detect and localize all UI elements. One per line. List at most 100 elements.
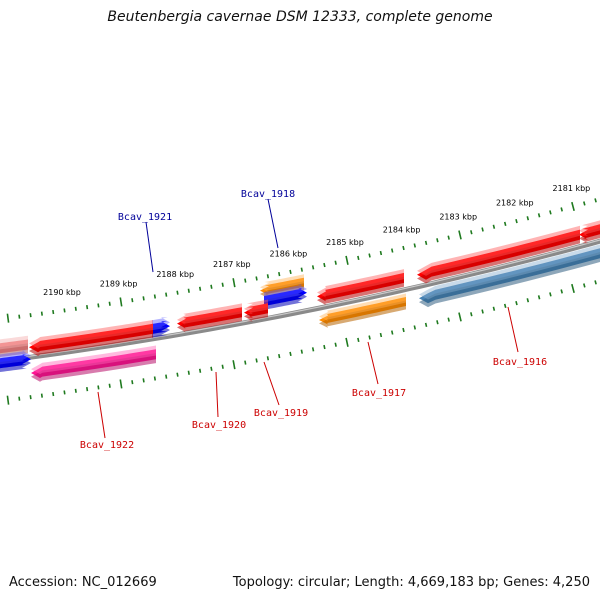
gene-arrow-bcav-1916 (417, 225, 580, 284)
outer-track-minor-tick (515, 218, 518, 224)
outer-track-minor-tick (266, 274, 270, 279)
feature-gene-left-blue (0, 350, 31, 372)
gene-arrow-bcav-1919-shine (244, 299, 268, 314)
gene-arrow-bcav-1916-shadow (417, 233, 580, 284)
inner-track-minor-tick (549, 292, 552, 297)
gene-arrow-bcav-1916-shine (417, 225, 580, 276)
inner-track-minor-tick (583, 283, 586, 288)
gene-label-line-bcav-1920 (215, 371, 219, 418)
gene-label-line-bcav-1916 (507, 306, 519, 353)
outer-track-minor-tick (210, 284, 213, 289)
outer-track-minor-tick (436, 238, 439, 243)
gene-arrow-bcav-1922-shadow (29, 327, 153, 357)
inner-track-minor-tick (492, 306, 496, 311)
gene-label-bcav-1922: Bcav_1922 (80, 440, 134, 451)
outer-track-minor-tick (86, 305, 89, 310)
gene-arrow-bcav-1920 (177, 303, 242, 333)
feature-gene-left-shadow (0, 343, 28, 357)
tick-label-2188: 2188 kbp (156, 270, 194, 279)
inner-track-minor-tick (323, 344, 326, 350)
feature-cds-1916-shine (419, 244, 600, 300)
gene-arrow-bcav-1922-shine (29, 320, 153, 349)
outer-track-minor-tick (142, 296, 145, 301)
feature-cds-1917-shadow (319, 300, 406, 328)
inner-track-minor-tick (142, 378, 145, 383)
feature-cds-1917 (319, 293, 406, 328)
feature-gene-left-blue-shadow (0, 358, 31, 372)
feature-cds-1916 (419, 244, 600, 308)
inner-track-minor-tick (503, 303, 507, 309)
outer-track-minor-tick (300, 267, 303, 272)
tick-label-2186: 2186 kbp (270, 249, 308, 258)
genome-backbone (0, 238, 600, 364)
inner-track-minor-tick (29, 395, 32, 400)
feature-cds-1922-shadow (31, 353, 156, 382)
tick-label-2182: 2182 kbp (496, 199, 534, 208)
inner-track-minor-tick (515, 300, 518, 306)
inner-track-minor-tick (86, 387, 89, 392)
outer-track-minor-tick (560, 207, 563, 212)
inner-track-minor-tick (390, 330, 394, 335)
outer-track-major-tick (345, 255, 349, 265)
outer-track-minor-tick (108, 301, 111, 306)
tick-label-2187: 2187 kbp (213, 260, 251, 269)
gene-label-bcav-1919: Bcav_1919 (254, 408, 308, 419)
feature-cds-1918 (260, 274, 304, 299)
outer-track-major-tick (232, 278, 236, 288)
outer-track-minor-tick (334, 260, 337, 265)
outer-track-minor-tick (131, 298, 134, 303)
outer-track-major-tick (458, 230, 462, 240)
inner-track-major-tick (119, 379, 123, 389)
tick-label-2183: 2183 kbp (439, 212, 477, 221)
gene-arrow-bcav-1917-shadow (317, 276, 404, 306)
inner-track-minor-tick (266, 356, 270, 361)
outer-track-minor-tick (402, 245, 405, 251)
feature-gene-left (0, 335, 28, 357)
gene-labels-group: Bcav_1916 Bcav_1917 Bcav_1918 Bcav_1919 Bcav… (80, 189, 547, 451)
outer-track-minor-tick (357, 255, 360, 261)
inner-track-minor-tick (40, 393, 43, 398)
gene-label-bcav-1918: Bcav_1918 (241, 189, 295, 200)
feature-cds-1917-shine (319, 293, 406, 322)
gene-label-line-bcav-1919 (263, 361, 280, 406)
tick-label-2181: 2181 kbp (553, 184, 591, 193)
inner-track-minor-tick (379, 332, 383, 338)
inner-track-major-tick (345, 337, 349, 347)
outer-track-minor-tick (549, 210, 552, 215)
outer-track-minor-tick (40, 311, 43, 316)
inner-track-minor-tick (334, 342, 337, 347)
inner-track-minor-tick (255, 358, 258, 363)
gene-arrow-bcav-1917 (317, 269, 404, 306)
outer-track-minor-tick (153, 294, 157, 299)
inner-track-minor-tick (560, 289, 563, 294)
gene-arrow-bcav-1920-shadow (177, 310, 242, 333)
outer-track-minor-tick (255, 276, 258, 281)
inner-track-minor-tick (357, 337, 360, 343)
feature-gene-right-shadow (579, 227, 600, 244)
outer-track-minor-tick (52, 309, 55, 315)
inner-track-minor-tick (481, 309, 484, 314)
features-group (0, 220, 600, 382)
inner-track-minor-tick (424, 322, 428, 328)
gene-label-line-bcav-1917 (367, 341, 379, 385)
inner-track-minor-tick (52, 391, 55, 397)
inner-track-minor-tick (368, 335, 371, 340)
outer-track-minor-tick (187, 288, 190, 293)
outer-track-minor-tick (447, 235, 450, 240)
feature-cds-1922 (31, 345, 156, 382)
gene-arrow-bcav-1917-shine (317, 269, 404, 298)
gene-arrow-bcav-1922 (29, 320, 153, 357)
gene-label-line-bcav-1922 (97, 391, 106, 439)
outer-track-minor-tick (278, 271, 281, 277)
gene-arrow-bcav-1921-shine (152, 317, 170, 331)
inner-track-minor-tick (97, 385, 100, 390)
inner-track-minor-tick (18, 396, 21, 401)
outer-track-minor-tick (221, 282, 224, 287)
feature-gene-right-shine (579, 220, 600, 236)
gene-label-bcav-1920: Bcav_1920 (192, 420, 246, 431)
inner-track-minor-tick (289, 351, 292, 357)
gene-label-bcav-1916: Bcav_1916 (493, 357, 547, 368)
tick-label-2184: 2184 kbp (383, 225, 421, 234)
inner-track-minor-tick (278, 353, 281, 359)
